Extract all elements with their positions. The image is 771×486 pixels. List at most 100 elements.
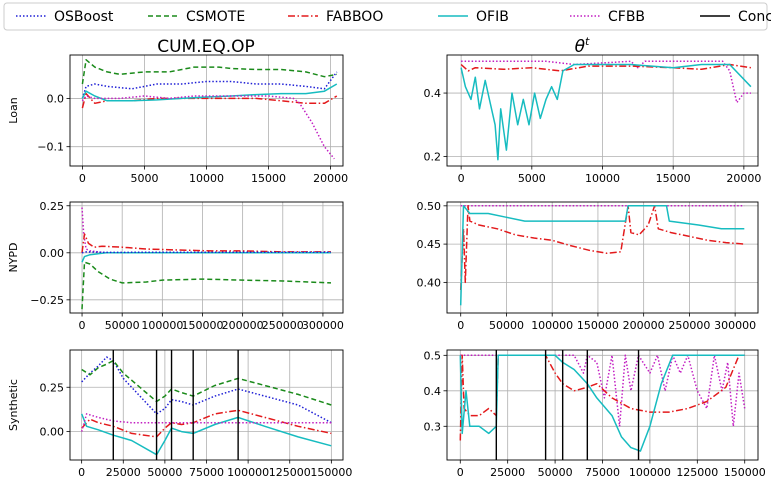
x-tick-label: 100000	[227, 466, 269, 479]
y-tick-label: 0.0	[47, 92, 65, 105]
x-tick-label: 250000	[668, 319, 710, 332]
series-line-osboost	[81, 71, 338, 99]
x-tick-label: 200000	[623, 319, 665, 332]
panel-nypd-theta: 0 50000 100000 150000 200000 250000 300000 0.40…	[417, 200, 759, 332]
y-tick-label: 0.2	[424, 150, 442, 163]
series-line-osboost	[81, 251, 331, 254]
x-tick-label: 200000	[222, 319, 264, 332]
panel-loan-cumeqop: 0 5000 10000 15000 20000 −0.1 0.0 Loan	[7, 54, 348, 185]
series-line-cfbb	[81, 207, 331, 254]
x-tick-label: 20000	[313, 172, 348, 185]
x-tick-label: 150000	[577, 319, 619, 332]
y-tick-label: 0.25	[40, 200, 65, 213]
y-axis-label: Loan	[7, 97, 20, 123]
y-tick-label: 0.00	[40, 247, 65, 260]
legend-entry-fabboo: FABBOO	[288, 9, 383, 25]
y-tick-label: 0.45	[417, 238, 442, 251]
y-tick-label: −0.25	[30, 294, 64, 307]
legend-entry-csmote: CSMOTE	[148, 9, 245, 25]
y-tick-label: 0.3	[424, 420, 442, 433]
y-tick-label: 0.40	[417, 276, 442, 289]
legend-label-cfbb: CFBB	[608, 9, 645, 25]
x-tick-label: 50000	[147, 466, 182, 479]
x-tick-label: 0	[79, 319, 86, 332]
x-tick-label: 100000	[531, 319, 573, 332]
series-line-cfbb	[461, 60, 751, 104]
legend-entry-concept-drift: Concept Drift	[700, 9, 771, 25]
y-tick-label: 0.50	[417, 200, 442, 213]
series-group	[459, 354, 746, 452]
series-line-ofib	[81, 252, 331, 263]
left-column-title: CUM.EQ.OP	[157, 37, 255, 57]
x-tick-label: 15000	[656, 172, 691, 185]
x-tick-label: 50000	[538, 466, 573, 479]
panel-synthetic-cumeqop: 0 25000 50000 75000 100000 125000 150000 0.00 0.…	[7, 349, 352, 479]
legend-entry-cfbb: CFBB	[570, 9, 645, 25]
panel-synthetic-theta: 0 25000 50000 75000 100000 125000 150000 0.3 0.4…	[424, 349, 766, 479]
legend-label-osboost: OSBoost	[54, 9, 114, 25]
series-line-cfbb	[80, 413, 332, 432]
x-tick-label: 125000	[676, 466, 718, 479]
legend-entry-ofib: OFIB	[438, 9, 509, 25]
right-title-sup: t	[585, 35, 590, 48]
x-tick-label: 25000	[106, 466, 141, 479]
x-tick-label: 125000	[269, 466, 311, 479]
series-line-csmote	[81, 59, 337, 85]
series-line-cfbb	[460, 354, 746, 428]
series-line-fabboo	[459, 205, 745, 291]
legend-label-concept-drift: Concept Drift	[738, 9, 771, 25]
series-line-fabboo	[459, 354, 745, 441]
right-column-title: θt	[575, 35, 590, 57]
panels: 0 5000 10000 15000 20000 −0.1 0.0 Loan 0 5000 1000…	[7, 54, 766, 479]
x-tick-label: 0	[79, 172, 86, 185]
legend-frame	[3, 2, 768, 31]
legend: OSBoost CSMOTE FABBOO OFIB CFBB Concept Drift	[3, 2, 771, 31]
x-tick-label: 150000	[310, 466, 352, 479]
x-tick-label: 150000	[724, 466, 766, 479]
x-tick-label: 0	[457, 319, 464, 332]
legend-label-ofib: OFIB	[476, 9, 509, 25]
panel-loan-theta: 0 5000 10000 15000 20000 0.2 0.4	[424, 54, 761, 185]
x-tick-label: 0	[458, 172, 465, 185]
legend-entry-osboost: OSBoost	[16, 9, 114, 25]
series-line-fabboo	[81, 233, 331, 253]
y-axis-label: NYPD	[7, 242, 20, 272]
series-line-csmote	[81, 359, 332, 406]
y-tick-label: 0.4	[424, 385, 442, 398]
x-tick-label: 20000	[726, 172, 761, 185]
x-tick-label: 10000	[189, 172, 224, 185]
x-tick-label: 50000	[489, 319, 524, 332]
x-tick-label: 5000	[518, 172, 546, 185]
series-group	[81, 207, 332, 310]
series-line-ofib	[460, 63, 752, 161]
x-tick-label: 75000	[189, 466, 224, 479]
right-title-base: θ	[575, 37, 586, 57]
x-tick-label: 300000	[302, 319, 344, 332]
x-tick-label: 150000	[181, 319, 223, 332]
series-group	[81, 59, 338, 160]
series-line-cfbb	[81, 95, 335, 160]
legend-label-csmote: CSMOTE	[186, 9, 245, 25]
x-tick-label: 15000	[251, 172, 286, 185]
axes-frame	[446, 201, 759, 314]
x-tick-label: 10000	[585, 172, 620, 185]
y-axis-label: Synthetic	[7, 379, 20, 431]
x-tick-label: 75000	[585, 466, 620, 479]
y-tick-label: 0.5	[424, 349, 442, 362]
x-tick-label: 25000	[490, 466, 525, 479]
x-tick-label: 100000	[629, 466, 671, 479]
y-tick-label: 0.00	[40, 426, 65, 439]
series-line-csmote	[81, 261, 332, 310]
series-line-fabboo	[81, 409, 332, 438]
x-tick-label: 0	[78, 466, 85, 479]
axes-frame	[69, 201, 344, 314]
series-group	[460, 60, 752, 161]
x-tick-label: 250000	[262, 319, 304, 332]
series-line-ofib	[459, 205, 745, 306]
series-group	[459, 205, 745, 306]
series-line-ofib	[81, 83, 338, 102]
y-tick-label: −0.1	[37, 141, 64, 154]
x-tick-label: 300000	[714, 319, 756, 332]
